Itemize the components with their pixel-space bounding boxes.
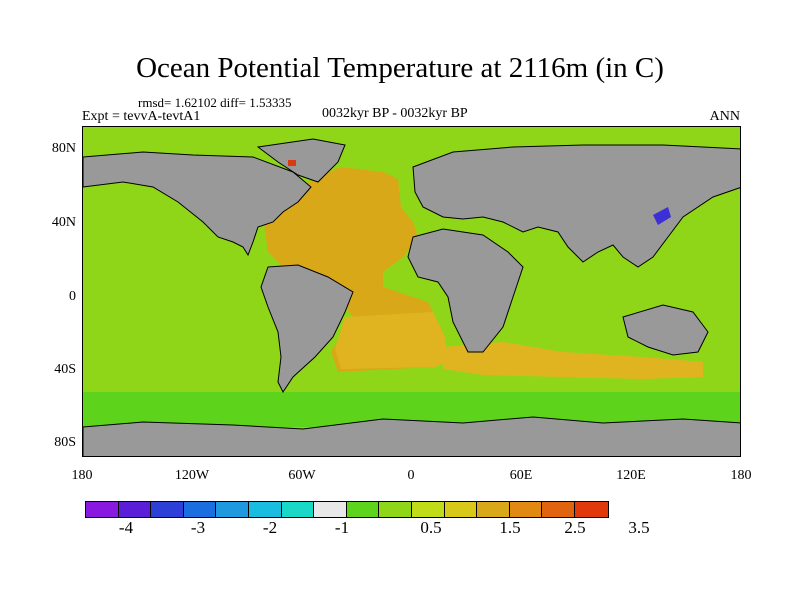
arctic-warm-spot	[288, 160, 296, 166]
colorbar-label: 1.5	[499, 518, 521, 537]
greenland	[256, 138, 346, 183]
map-panel	[82, 126, 741, 457]
lat-label-80s: 80S	[54, 435, 76, 450]
lon-label-60w: 60W	[288, 468, 316, 483]
colorbar-swatch	[477, 502, 510, 517]
colorbar-label: -3	[190, 518, 206, 537]
colorbar-swatch	[151, 502, 184, 517]
colorbar-label: -4	[118, 518, 134, 537]
north-america	[83, 151, 312, 257]
lon-label-0: 0	[407, 468, 415, 483]
lat-label-40s: 40S	[54, 362, 76, 377]
south-america	[260, 264, 354, 393]
stats-line: rmsd= 1.62102 diff= 1.53335	[138, 95, 292, 110]
colorbar-label: 2.5	[564, 518, 586, 537]
colorbar-swatch	[86, 502, 119, 517]
north-pacific-cold-spot	[653, 207, 671, 225]
colorbar-swatch	[444, 502, 478, 517]
lon-label-120e: 120E	[616, 468, 646, 483]
colorbar-swatch	[346, 502, 380, 517]
land-masses	[83, 138, 740, 456]
colorbar-swatch	[183, 502, 217, 517]
colorbar-label: -1	[334, 518, 350, 537]
experiment-label: Expt = tevvA-tevtA1	[82, 109, 201, 124]
colorbar-swatch	[509, 502, 543, 517]
colorbar-swatch	[314, 502, 347, 517]
colorbar-swatch	[216, 502, 249, 517]
colorbar-swatch	[542, 502, 575, 517]
antarctica	[83, 416, 740, 456]
africa	[407, 228, 524, 353]
colorbar	[85, 501, 609, 518]
colorbar-swatch	[411, 502, 445, 517]
europe-asia	[412, 144, 740, 268]
plot-title: Ocean Potential Temperature at 2116m (in…	[136, 52, 664, 84]
colorbar-label: 3.5	[628, 518, 650, 537]
lat-label-0: 0	[69, 289, 76, 304]
lon-label-60e: 60E	[509, 468, 533, 483]
south-atlantic-anomaly-region	[335, 312, 448, 369]
season-label: ANN	[709, 109, 740, 124]
colorbar-swatch	[574, 502, 608, 517]
colorbar-swatch	[118, 502, 152, 517]
period-label: 0032kyr BP - 0032kyr BP	[322, 106, 468, 121]
map-canvas	[83, 127, 740, 456]
australia	[622, 304, 709, 356]
lon-label-180w: 180	[71, 468, 93, 483]
lon-label-180e: 180	[730, 468, 752, 483]
south-indian-anomaly-region	[443, 342, 703, 379]
lat-label-40n: 40N	[51, 215, 76, 230]
colorbar-label: -2	[262, 518, 278, 537]
colorbar-swatch	[281, 502, 315, 517]
lon-label-120w: 120W	[174, 468, 210, 483]
lat-label-80n: 80N	[51, 141, 76, 156]
colorbar-swatch	[248, 502, 282, 517]
colorbar-swatch	[379, 502, 412, 517]
colorbar-label: 0.5	[420, 518, 442, 537]
